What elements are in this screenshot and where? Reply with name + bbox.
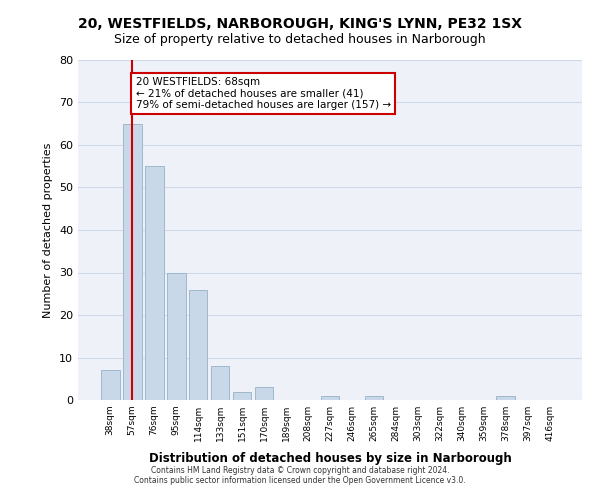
Bar — [123, 124, 142, 400]
Bar — [255, 387, 274, 400]
Text: 20, WESTFIELDS, NARBOROUGH, KING'S LYNN, PE32 1SX: 20, WESTFIELDS, NARBOROUGH, KING'S LYNN,… — [78, 18, 522, 32]
Text: 20 WESTFIELDS: 68sqm
← 21% of detached houses are smaller (41)
79% of semi-detac: 20 WESTFIELDS: 68sqm ← 21% of detached h… — [136, 77, 391, 110]
Bar — [320, 396, 340, 400]
Bar — [211, 366, 229, 400]
Bar — [496, 396, 515, 400]
Bar — [233, 392, 251, 400]
X-axis label: Distribution of detached houses by size in Narborough: Distribution of detached houses by size … — [149, 452, 511, 466]
Bar — [101, 370, 119, 400]
Bar — [167, 272, 185, 400]
Bar — [365, 396, 383, 400]
Y-axis label: Number of detached properties: Number of detached properties — [43, 142, 53, 318]
Text: Contains HM Land Registry data © Crown copyright and database right 2024.
Contai: Contains HM Land Registry data © Crown c… — [134, 466, 466, 485]
Bar — [145, 166, 164, 400]
Bar — [189, 290, 208, 400]
Text: Size of property relative to detached houses in Narborough: Size of property relative to detached ho… — [114, 32, 486, 46]
